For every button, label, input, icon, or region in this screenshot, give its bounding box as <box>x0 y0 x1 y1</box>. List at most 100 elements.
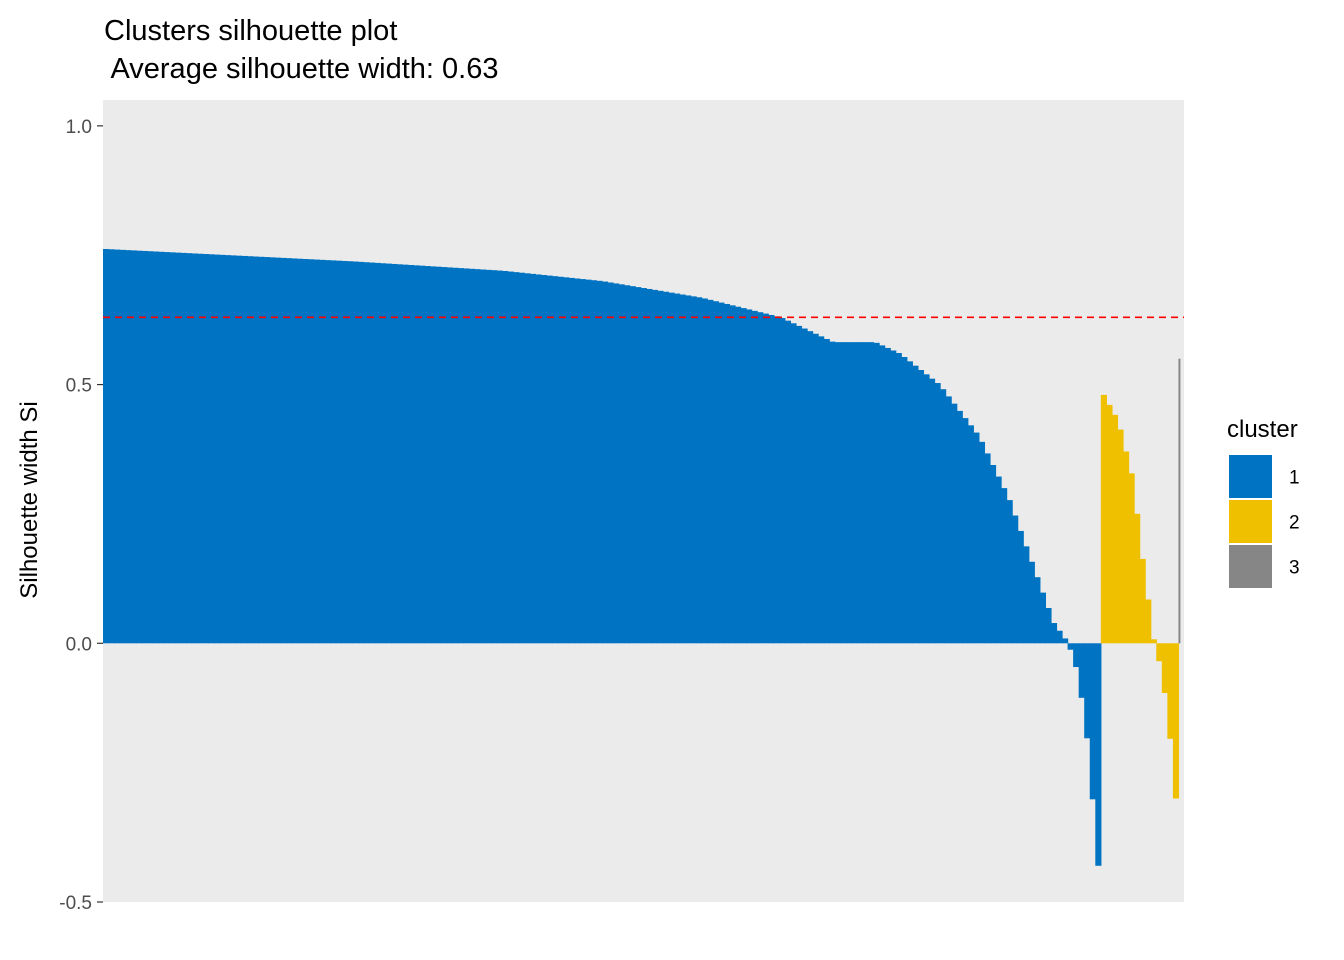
silhouette-bar-cluster-1 <box>479 269 487 644</box>
silhouette-bar-cluster-1 <box>685 295 692 644</box>
silhouette-bar-cluster-1 <box>1050 623 1058 644</box>
silhouette-bar-cluster-1 <box>890 350 897 644</box>
silhouette-bar-cluster-1 <box>901 357 908 644</box>
silhouette-bar-cluster-1 <box>402 264 409 644</box>
silhouette-bar-cluster-1 <box>263 257 270 644</box>
silhouette-bar-cluster-1 <box>407 264 415 644</box>
silhouette-bar-cluster-1 <box>285 258 293 644</box>
legend-label-cluster-1: 1 <box>1289 468 1300 489</box>
silhouette-bar-cluster-1 <box>718 302 725 644</box>
silhouette-bar-cluster-1 <box>352 261 359 644</box>
silhouette-bar-cluster-1 <box>219 254 226 644</box>
silhouette-bar-cluster-1 <box>917 370 925 644</box>
silhouette-bar-cluster-1 <box>601 281 609 644</box>
silhouette-bar-cluster-1 <box>574 278 581 644</box>
silhouette-bar-cluster-1 <box>967 425 974 644</box>
silhouette-bar-cluster-1 <box>840 342 847 644</box>
silhouette-bar-cluster-1 <box>635 287 642 644</box>
y-tick-label: 1.0 <box>66 117 92 138</box>
silhouette-bars <box>103 249 1181 866</box>
silhouette-bar-cluster-2 <box>1172 643 1180 799</box>
silhouette-bar-cluster-1 <box>441 267 448 644</box>
silhouette-bar-cluster-3 <box>1178 358 1181 644</box>
silhouette-bar-cluster-1 <box>723 303 731 644</box>
silhouette-bar-cluster-2 <box>1134 513 1141 644</box>
silhouette-bar-cluster-1 <box>197 253 204 644</box>
legend-key-cluster-1 <box>1229 455 1272 498</box>
silhouette-bar-cluster-1 <box>1095 643 1102 866</box>
silhouette-bar-cluster-1 <box>341 260 348 644</box>
y-tick-label: 0.5 <box>66 376 92 397</box>
silhouette-bar-cluster-1 <box>302 259 309 644</box>
silhouette-bar-cluster-1 <box>546 275 553 644</box>
silhouette-bar-cluster-2 <box>1150 639 1157 644</box>
silhouette-bar-cluster-1 <box>363 262 370 644</box>
silhouette-bar-cluster-1 <box>380 263 387 644</box>
silhouette-bar-cluster-1 <box>596 280 603 644</box>
silhouette-bar-cluster-2 <box>1128 473 1135 644</box>
silhouette-bar-cluster-1 <box>136 250 143 644</box>
silhouette-bar-cluster-1 <box>862 342 869 644</box>
silhouette-bar-cluster-1 <box>413 265 420 644</box>
silhouette-bar-cluster-1 <box>906 361 913 644</box>
silhouette-bar-cluster-1 <box>613 283 620 644</box>
silhouette-bar-cluster-1 <box>252 256 259 644</box>
legend-label-cluster-2: 2 <box>1289 513 1300 534</box>
chart-title: Clusters silhouette plot <box>104 15 397 47</box>
silhouette-bar-cluster-1 <box>1084 643 1091 739</box>
silhouette-bar-cluster-1 <box>119 249 126 644</box>
silhouette-bar-cluster-1 <box>701 298 708 644</box>
silhouette-bar-cluster-1 <box>502 270 509 644</box>
silhouette-bar-cluster-1 <box>795 325 803 644</box>
silhouette-bar-cluster-1 <box>884 347 891 644</box>
silhouette-bar-cluster-1 <box>984 453 991 644</box>
silhouette-bar-cluster-1 <box>729 305 736 644</box>
silhouette-bar-cluster-1 <box>202 254 209 644</box>
silhouette-bar-cluster-1 <box>313 259 320 644</box>
silhouette-bar-cluster-1 <box>274 257 281 644</box>
silhouette-bar-cluster-1 <box>934 383 941 644</box>
silhouette-bar-cluster-1 <box>163 252 171 644</box>
silhouette-bar-cluster-1 <box>651 289 658 644</box>
silhouette-bar-cluster-1 <box>1056 630 1063 644</box>
legend-key-cluster-3 <box>1229 545 1272 588</box>
silhouette-bar-cluster-1 <box>496 270 503 644</box>
silhouette-bar-cluster-1 <box>446 267 453 644</box>
silhouette-bar-cluster-1 <box>1006 500 1013 644</box>
silhouette-bar-cluster-1 <box>552 276 559 644</box>
silhouette-bar-cluster-1 <box>751 310 758 644</box>
silhouette-bar-cluster-1 <box>474 269 481 644</box>
silhouette-bar-cluster-1 <box>956 410 963 644</box>
silhouette-bar-cluster-1 <box>1045 608 1052 644</box>
silhouette-bar-cluster-2 <box>1117 429 1124 644</box>
silhouette-bar-cluster-1 <box>391 263 398 644</box>
silhouette-bar-cluster-1 <box>696 297 703 644</box>
silhouette-bar-cluster-1 <box>208 254 215 644</box>
silhouette-bar-cluster-1 <box>740 308 747 644</box>
silhouette-bar-cluster-1 <box>618 284 625 644</box>
silhouette-bar-cluster-1 <box>230 255 237 644</box>
silhouette-bar-cluster-1 <box>358 261 365 644</box>
silhouette-bar-cluster-2 <box>1145 599 1152 644</box>
silhouette-bar-cluster-1 <box>269 257 276 644</box>
silhouette-bar-cluster-2 <box>1139 558 1146 644</box>
silhouette-bar-cluster-1 <box>834 342 841 644</box>
silhouette-bar-cluster-2 <box>1167 643 1174 739</box>
silhouette-bar-cluster-1 <box>535 274 542 644</box>
silhouette-bar-cluster-1 <box>224 255 232 644</box>
silhouette-bar-cluster-1 <box>324 260 331 644</box>
silhouette-bar-cluster-1 <box>812 333 819 644</box>
silhouette-bar-cluster-1 <box>158 251 165 644</box>
silhouette-bar-cluster-1 <box>507 271 514 644</box>
silhouette-bar-cluster-1 <box>962 418 969 644</box>
silhouette-bar-cluster-2 <box>1106 404 1113 644</box>
silhouette-bar-cluster-1 <box>757 312 764 644</box>
silhouette-bar-cluster-1 <box>141 250 148 644</box>
silhouette-bar-cluster-1 <box>457 268 464 644</box>
silhouette-bar-cluster-1 <box>485 269 492 644</box>
silhouette-bar-cluster-1 <box>308 259 315 644</box>
silhouette-bar-cluster-1 <box>712 301 719 644</box>
silhouette-bar-cluster-1 <box>768 314 775 644</box>
silhouette-bar-cluster-1 <box>1062 638 1069 644</box>
